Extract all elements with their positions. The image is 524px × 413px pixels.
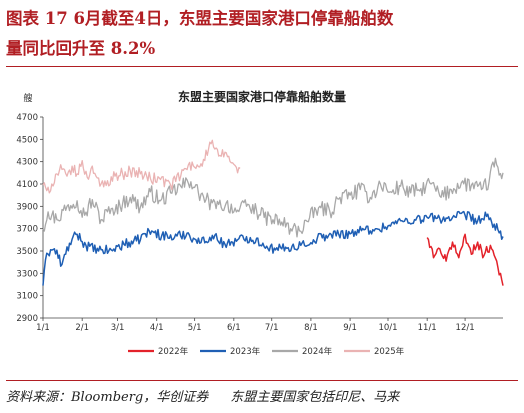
y-axis-unit-label: 艘 [23,92,32,104]
series-line-2025 [42,139,241,194]
chart-title: 东盟主要国家港口停靠船舶数量 [178,89,346,104]
title-rule-top [6,66,518,67]
chart: 东盟主要国家港口停靠船舶数量 艘 2900 3100 3300 3500 3700 390… [16,89,504,357]
figure-title-line1: 图表 17 6月截至4日，东盟主要国家港口停靠船舶数 [6,9,394,28]
series-line-2023 [42,210,504,286]
figure-title-line2: 量同比回升至 8.2% [6,39,156,58]
x-tick-label: 4/1 [150,323,164,333]
series-layer [42,139,504,286]
y-tick-label: 3500 [16,247,38,257]
x-tick-label: 8/1 [304,323,318,333]
source-note: 东盟主要国家包括印尼、马来 [230,390,400,405]
series-line-2022 [426,233,504,286]
figure-title: 图表 17 6月截至4日，东盟主要国家港口停靠船舶数 量同比回升至 8.2% [6,4,518,64]
x-tick-label: 10/1 [378,323,397,333]
y-tick-label: 4300 [16,158,38,168]
legend: 2022年 2023年 2024年 2025年 [128,346,405,357]
x-tick-label: 1/1 [36,323,50,333]
x-tick-label: 6/1 [227,323,241,333]
x-tick-label: 11/1 [418,323,437,333]
legend-label-2022: 2022年 [158,346,189,357]
series-line-2024 [42,157,504,238]
x-tick-label: 7/1 [265,323,279,333]
y-tick-label: 3300 [16,269,38,279]
y-tick-label: 4500 [16,135,38,145]
x-tick-label: 9/1 [343,323,357,333]
y-tick-label: 4700 [16,113,38,123]
legend-label-2024: 2024年 [302,346,333,357]
x-tick-label: 12/1 [456,323,475,333]
x-tick-label: 5/1 [188,323,202,333]
y-tick-label: 3900 [16,202,38,212]
x-tick-label: 2/1 [75,323,89,333]
y-axis: 2900 3100 3300 3500 3700 3900 4100 4300 4500 4700 [16,113,44,324]
y-tick-label: 4100 [16,180,38,190]
y-tick-label: 2900 [16,314,38,324]
y-tick-label: 3700 [16,225,38,235]
source-text: 资料来源：Bloomberg，华创证券 [6,390,209,405]
y-tick-label: 3100 [16,292,38,302]
source-line: 资料来源：Bloomberg，华创证券 东盟主要国家包括印尼、马来 [6,386,518,405]
source-rule [6,380,518,381]
x-tick-label: 3/1 [111,323,125,333]
x-axis: 1/1 2/1 3/1 4/1 5/1 6/1 7/1 8/1 9/1 10/1 11/1 12/1 [36,317,503,333]
legend-label-2025: 2025年 [374,346,405,357]
legend-label-2023: 2023年 [230,346,261,357]
